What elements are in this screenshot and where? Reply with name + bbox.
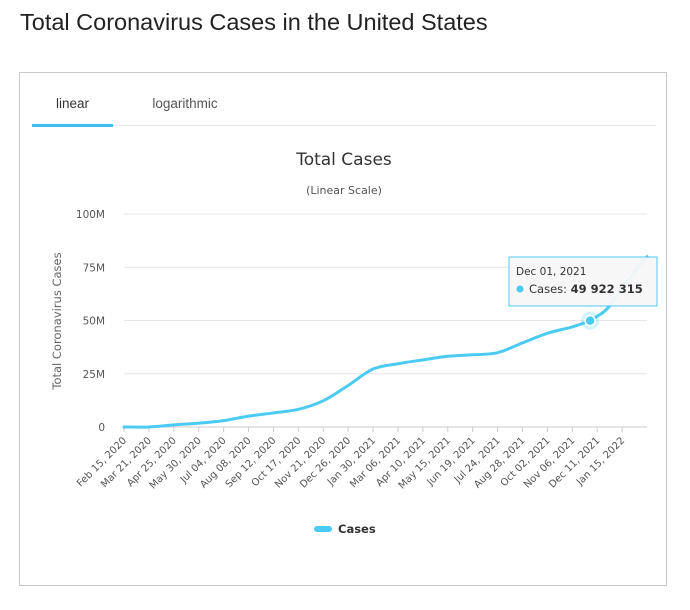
cases-line-chart[interactable]: Total Cases (Linear Scale) Total Coronav…	[20, 73, 666, 585]
y-axis-ticks: 0 25M 50M 75M 100M	[76, 209, 105, 434]
tab-logarithmic-label: logarithmic	[152, 96, 218, 111]
tab-active-underline	[32, 124, 113, 127]
tab-logarithmic[interactable]: logarithmic	[130, 84, 240, 126]
highlight-point[interactable]	[584, 314, 596, 327]
tooltip-series-marker	[516, 285, 524, 293]
tab-linear-label: linear	[55, 96, 90, 111]
chart-card: linear logarithmic Total Cases (Linear S…	[19, 72, 667, 586]
chart-title: Total Cases	[295, 150, 392, 170]
legend[interactable]: Cases	[314, 522, 376, 536]
tooltip-series-name: Cases	[529, 282, 563, 296]
y-axis-title: Total Coronavirus Cases	[50, 252, 64, 390]
legend-label-cases: Cases	[338, 522, 376, 536]
tooltip-box	[508, 256, 658, 307]
tab-linear[interactable]: linear	[32, 84, 113, 127]
tooltip-value: 49 922 315	[571, 282, 643, 296]
tooltip-date: Dec 01, 2021	[516, 266, 586, 278]
page-title: Total Coronavirus Cases in the United St…	[20, 9, 488, 35]
legend-symbol-cases	[314, 526, 332, 532]
y-tick-label: 100M	[76, 209, 105, 221]
y-tick-label: 0	[98, 422, 105, 434]
scale-tabs: linear logarithmic	[32, 84, 656, 127]
y-tick-label: 50M	[83, 316, 105, 328]
svg-text:Cases: 49 922 315: Cases: 49 922 315	[529, 282, 643, 296]
tooltip: Dec 01, 2021 Cases: 49 922 315	[508, 256, 658, 307]
tabs-divider	[32, 125, 656, 126]
chart-subtitle: (Linear Scale)	[306, 184, 382, 197]
y-tick-label: 25M	[83, 369, 105, 381]
grid-lines	[124, 213, 647, 428]
y-tick-label: 75M	[83, 262, 105, 274]
